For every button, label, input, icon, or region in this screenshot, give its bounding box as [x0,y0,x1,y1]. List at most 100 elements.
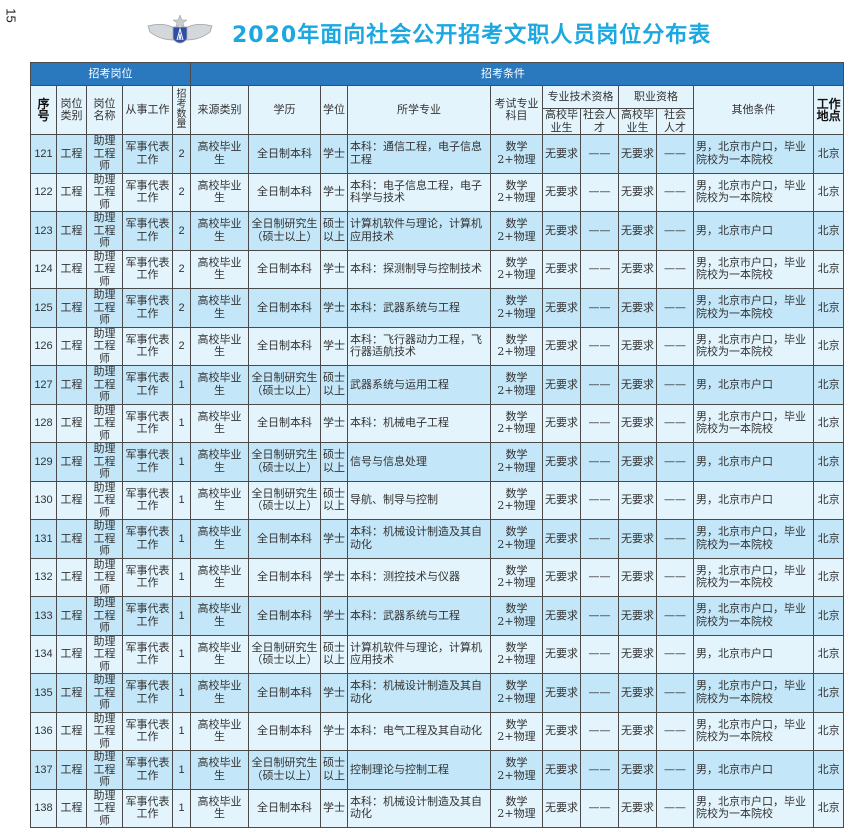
cell-tech-social: —— [580,403,620,443]
cell-other: 男，北京市户口 [693,442,815,482]
col-work: 从事工作 [122,85,173,135]
cell-count: 2 [171,172,192,212]
cell-exam: 数学2+物理 [490,134,544,174]
cell-location: 北京 [813,480,845,520]
cell-count: 1 [171,519,192,559]
cell-count: 2 [171,134,192,174]
cell-location: 北京 [813,557,845,597]
cell-location: 北京 [813,596,845,636]
cell-other: 男，北京市户口，毕业院校为一本院校 [693,172,815,212]
page-number: 15 [3,8,19,23]
cell-job-grad: 无要求 [618,750,658,790]
cell-degree: 学士 [320,288,349,328]
cell-exam: 数学2+物理 [490,480,544,520]
cell-name: 助理工程师 [86,249,123,289]
cell-exam: 数学2+物理 [490,519,544,559]
cell-job-social: —— [656,442,695,482]
col-tech-social: 社会人才 [580,108,620,135]
col-job-graduate: 高校毕业生 [618,108,658,135]
table-row: 136 工程 助理工程师 军事代表工作 1 高校毕业生 全日制本科 学士 本科：电气工程及其自动… [30,711,845,751]
cell-count: 2 [171,249,192,289]
cell-other: 男，北京市户口 [693,480,815,520]
cell-education: 全日制研究生（硕士以上） [248,750,322,790]
cell-work: 军事代表工作 [122,326,173,366]
cell-degree: 学士 [320,711,349,751]
cell-job-grad: 无要求 [618,365,658,405]
cell-tech-grad: 无要求 [542,172,582,212]
cell-tech-social: —— [580,788,620,828]
cell-work: 军事代表工作 [122,750,173,790]
cell-other: 男，北京市户口，毕业院校为一本院校 [693,249,815,289]
cell-location: 北京 [813,788,845,828]
table-row: 127 工程 助理工程师 军事代表工作 1 高校毕业生 全日制研究生（硕士以上） 硕士以上 武器… [30,365,845,405]
cell-exam: 数学2+物理 [490,634,544,674]
cell-job-grad: 无要求 [618,519,658,559]
cell-name: 助理工程师 [86,403,123,443]
table-row: 124 工程 助理工程师 军事代表工作 2 高校毕业生 全日制本科 学士 本科：探测制导与控制技… [30,249,845,289]
cell-exam: 数学2+物理 [490,442,544,482]
cell-location: 北京 [813,711,845,751]
cell-job-grad: 无要求 [618,480,658,520]
cell-exam: 数学2+物理 [490,326,544,366]
cell-degree: 学士 [320,172,349,212]
cell-major: 本科：电子信息工程，电子科学与技术 [347,172,492,212]
cell-major: 本科：武器系统与工程 [347,288,492,328]
cell-name: 助理工程师 [86,519,123,559]
cell-other: 男，北京市户口，毕业院校为一本院校 [693,557,815,597]
table-row: 128 工程 助理工程师 军事代表工作 1 高校毕业生 全日制本科 学士 本科：机械电子工程 数学… [30,403,845,443]
cell-education: 全日制研究生（硕士以上） [248,211,322,251]
cell-category: 工程 [56,596,87,636]
cell-tech-social: —— [580,711,620,751]
cell-work: 军事代表工作 [122,557,173,597]
cell-education: 全日制本科 [248,596,322,636]
cell-education: 全日制研究生（硕士以上） [248,442,322,482]
cell-other: 男，北京市户口，毕业院校为一本院校 [693,788,815,828]
cell-job-social: —— [656,365,695,405]
cell-tech-social: —— [580,557,620,597]
cell-count: 1 [171,596,192,636]
cell-source: 高校毕业生 [190,557,250,597]
group-header-conditions: 招考条件 [190,62,845,86]
cell-tech-grad: 无要求 [542,211,582,251]
cell-job-social: —— [656,750,695,790]
cell-exam: 数学2+物理 [490,596,544,636]
cell-tech-grad: 无要求 [542,134,582,174]
cell-education: 全日制本科 [248,403,322,443]
page-title: 2020年面向社会公开招考文职人员岗位分布表 [232,23,712,48]
table-row: 133 工程 助理工程师 军事代表工作 1 高校毕业生 全日制本科 学士 本科：武器系统与工程数… [30,596,845,636]
col-job-qual: 职业资格 [618,85,695,109]
cell-degree: 硕士以上 [320,480,349,520]
cell-seq: 127 [30,365,57,405]
cell-job-grad: 无要求 [618,134,658,174]
cell-seq: 137 [30,750,57,790]
cell-count: 1 [171,403,192,443]
cell-job-grad: 无要求 [618,326,658,366]
cell-seq: 131 [30,519,57,559]
cell-count: 2 [171,211,192,251]
cell-tech-social: —— [580,480,620,520]
cell-category: 工程 [56,480,87,520]
cell-exam: 数学2+物理 [490,557,544,597]
cell-job-grad: 无要求 [618,211,658,251]
cell-name: 助理工程师 [86,288,123,328]
cell-source: 高校毕业生 [190,673,250,713]
cell-category: 工程 [56,326,87,366]
cell-education: 全日制本科 [248,249,322,289]
cell-tech-grad: 无要求 [542,519,582,559]
cell-count: 2 [171,288,192,328]
cell-other: 男，北京市户口 [693,365,815,405]
cell-seq: 135 [30,673,57,713]
cell-major: 本科：机械设计制造及其自动化 [347,519,492,559]
cell-location: 北京 [813,634,845,674]
cell-tech-grad: 无要求 [542,596,582,636]
cell-source: 高校毕业生 [190,480,250,520]
cell-category: 工程 [56,211,87,251]
cell-job-grad: 无要求 [618,249,658,289]
cell-source: 高校毕业生 [190,326,250,366]
cell-major: 本科：机械电子工程 [347,403,492,443]
cell-degree: 学士 [320,134,349,174]
cell-tech-social: —— [580,634,620,674]
cell-seq: 122 [30,172,57,212]
col-exam: 考试专业科目 [490,85,544,135]
cell-seq: 138 [30,788,57,828]
